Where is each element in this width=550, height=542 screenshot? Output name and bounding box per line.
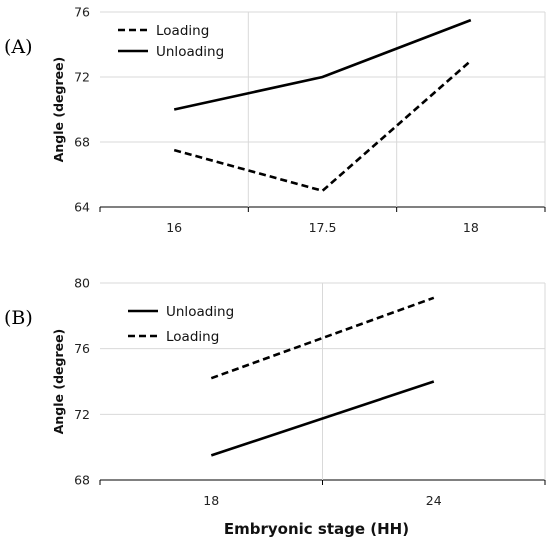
chart-panel-a: 64 68 72 76 16 17.5 18 Angle (degree) (A) Loading… <box>4 5 546 235</box>
x-tick-label: 16 <box>166 220 182 235</box>
y-tick-label: 80 <box>74 276 90 291</box>
legend-label: Unloading <box>156 44 224 60</box>
chart-panel-b: 68 72 76 80 18 24 Angle (degree) Embryonic stag… <box>4 276 546 538</box>
series-line-unloading <box>210 380 435 457</box>
series-line-unloading <box>173 18 472 111</box>
series-line-loading <box>173 59 472 193</box>
y-tick-label: 76 <box>74 5 90 20</box>
y-tick-label: 68 <box>74 473 90 488</box>
y-tick-label: 64 <box>74 200 90 215</box>
x-tick-label: 24 <box>426 493 442 508</box>
x-tick-label: 18 <box>203 493 219 508</box>
legend-label: Loading <box>166 329 219 345</box>
y-axis-label: Angle (degree) <box>51 329 66 435</box>
y-tick-label: 76 <box>74 341 90 356</box>
x-axis-label: Embryonic stage (HH) <box>224 520 409 538</box>
panel-label: (A) <box>4 36 33 58</box>
series-line-loading <box>210 296 435 380</box>
panel-label: (B) <box>4 307 33 329</box>
y-tick-label: 72 <box>74 407 90 422</box>
legend-label: Unloading <box>166 304 234 320</box>
legend-label: Loading <box>156 23 209 39</box>
x-tick-label: 18 <box>463 220 479 235</box>
y-tick-label: 72 <box>74 70 90 85</box>
y-tick-label: 68 <box>74 135 90 150</box>
y-axis-label: Angle (degree) <box>51 57 66 163</box>
x-tick-label: 17.5 <box>309 220 337 235</box>
